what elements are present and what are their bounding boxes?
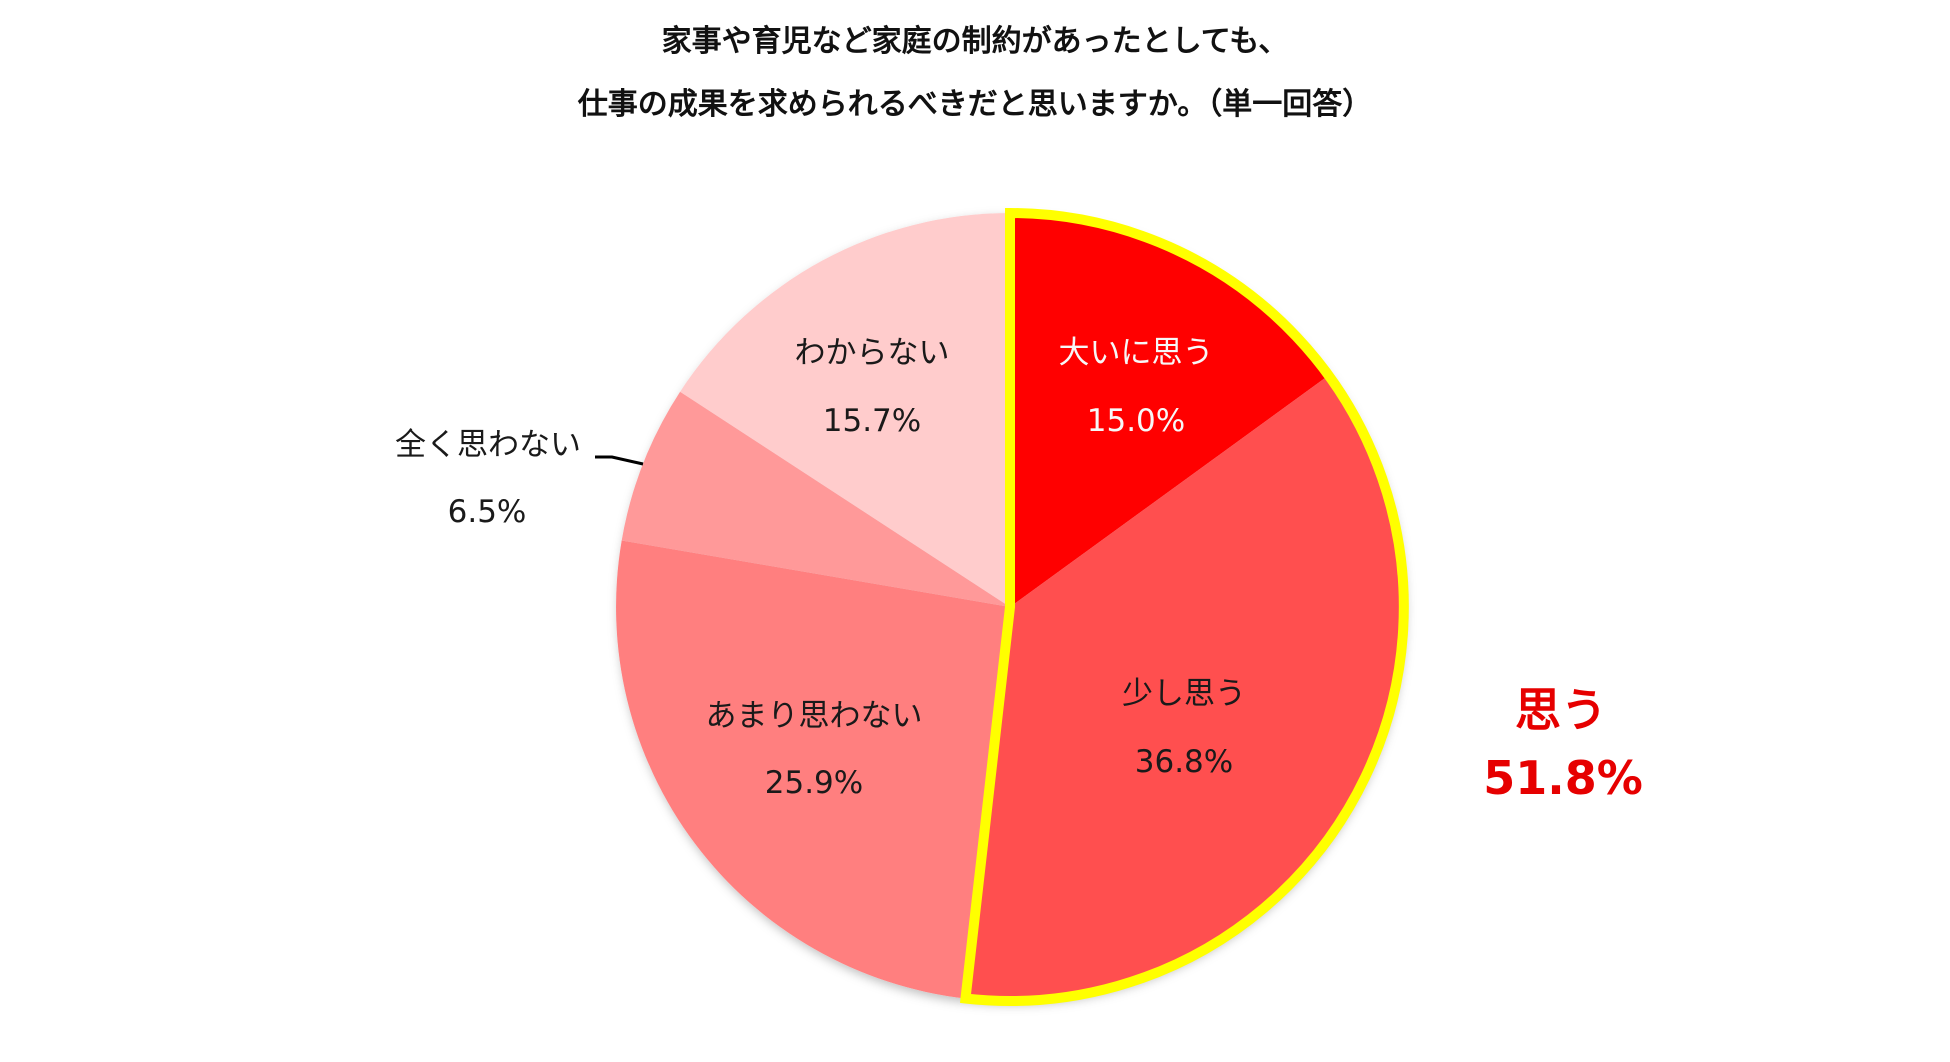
slice-label-daini-omou: 大いに思う [1058,335,1214,371]
slice-value-wakaranai: 15.7% [822,403,922,439]
slice-label-sukoshi-omou: 少し思う [1122,676,1246,712]
slice-daini-omou [1010,212,1329,607]
slice-value-amari-omowanai: 25.9% [764,765,864,801]
chart-title-line-2: 仕事の成果を求められるべきだと思いますか。（単一回答） [577,87,1373,122]
slice-value-mattaku-omowanai: 6.5% [447,494,527,530]
slice-value-daini-omou: 15.0% [1086,403,1186,439]
slice-label-mattaku-omowanai: 全く思わない [395,427,581,463]
slice-amari-omowanai [616,540,1010,999]
leader-line-mattaku-omowanai [595,455,644,466]
callout-value-omou: 51.8% [1483,751,1643,805]
chart-title-line-1: 家事や育児など家庭の制約があったとしても、 [661,24,1289,59]
slice-wakaranai [680,213,1010,607]
highlight-border-omou-group [959,207,1409,1006]
slice-value-sukoshi-omou: 36.8% [1134,744,1234,780]
slice-sukoshi-omou [965,375,1405,1002]
slice-label-wakaranai: わからない [794,335,950,371]
slice-mattaku-omowanai [621,391,1010,607]
callout-label-omou: 思う [1515,683,1607,737]
slice-label-amari-omowanai: あまり思わない [705,698,923,734]
